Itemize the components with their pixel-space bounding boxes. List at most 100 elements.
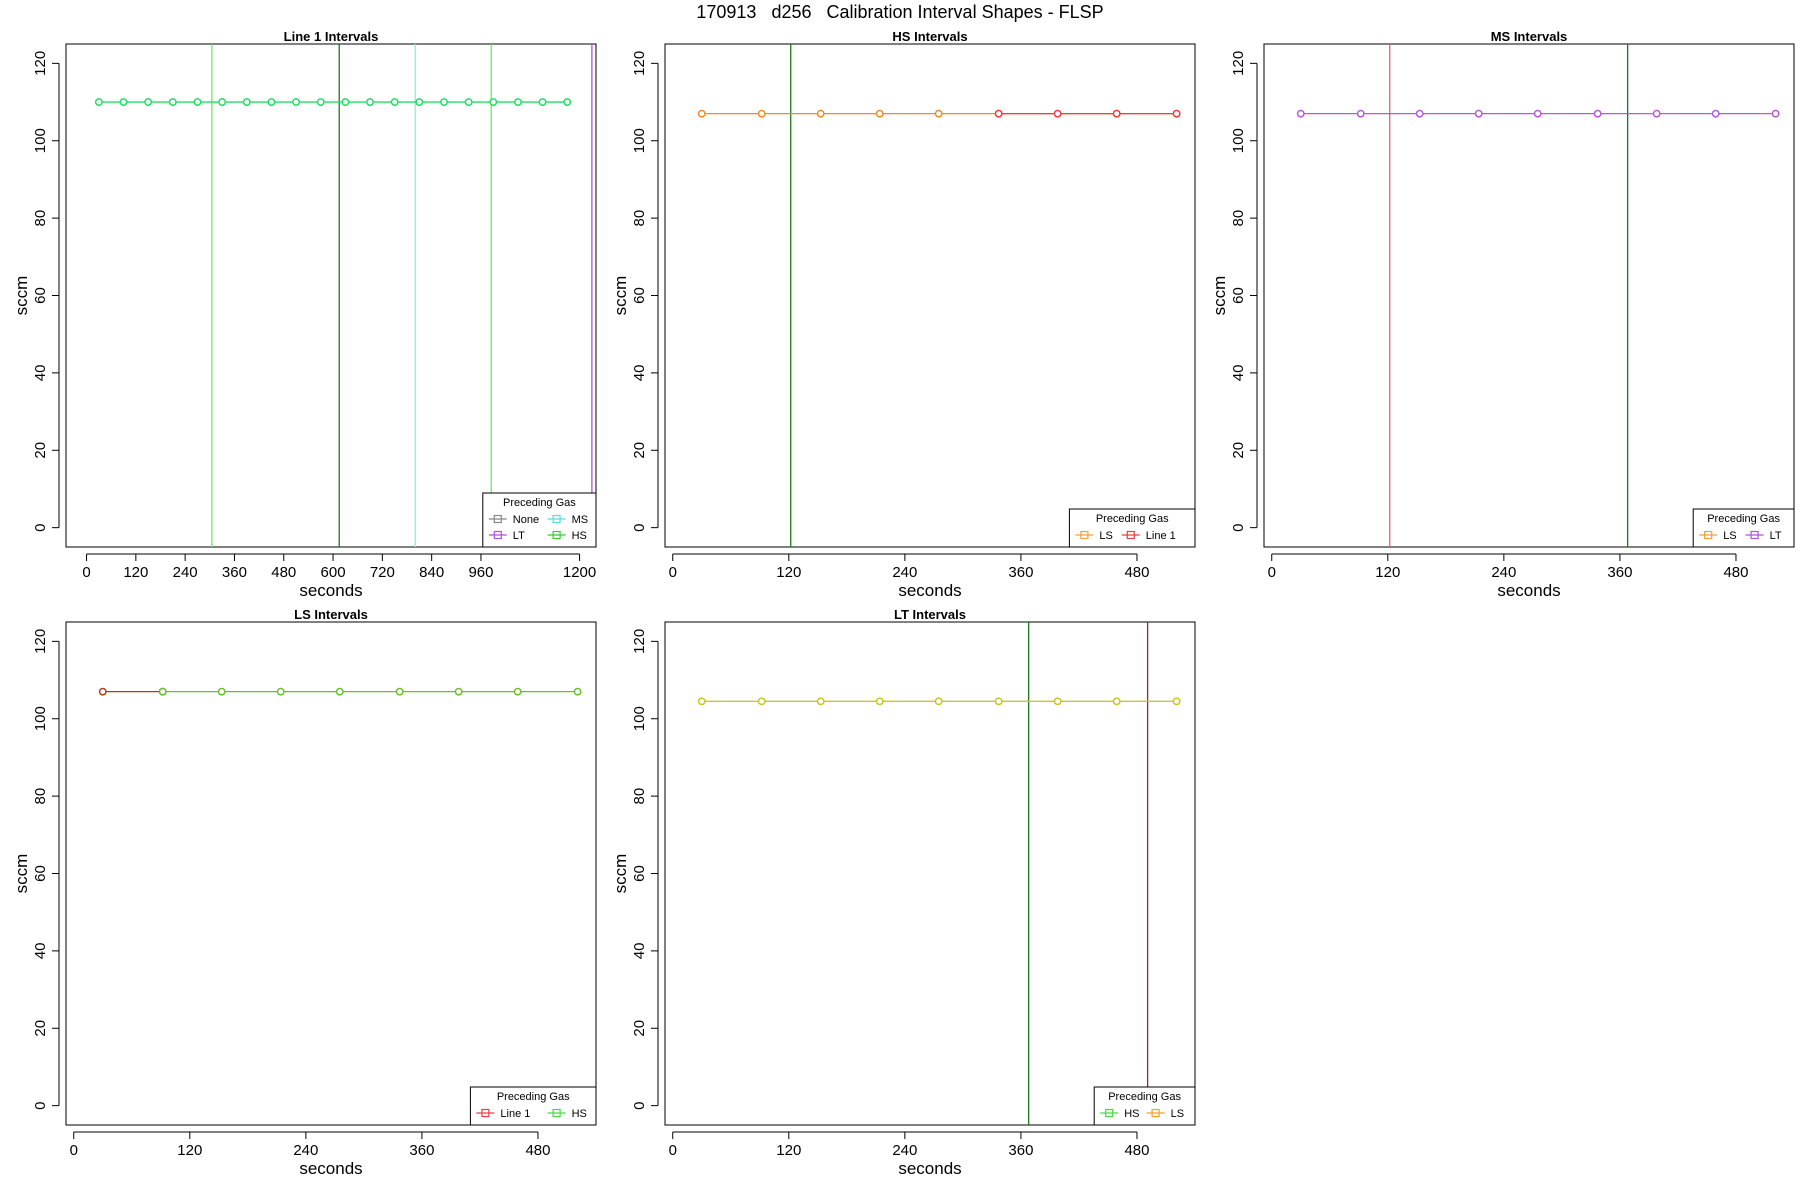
series-hs bbox=[158, 687, 582, 696]
legend-box bbox=[1093, 1086, 1196, 1126]
plot-frame bbox=[65, 43, 597, 548]
data-point bbox=[513, 687, 522, 696]
plot-frame bbox=[664, 621, 1196, 1126]
x-axis-label: seconds bbox=[898, 581, 961, 600]
legend-swatch bbox=[1750, 530, 1759, 540]
data-point bbox=[98, 687, 107, 696]
legend-label: LS bbox=[1171, 1108, 1184, 1120]
legend-swatch bbox=[1105, 1108, 1114, 1118]
y-tick-label: 20 bbox=[631, 442, 648, 459]
x-tick-label: 0 bbox=[70, 1142, 78, 1159]
data-point bbox=[217, 687, 226, 696]
data-point bbox=[1172, 697, 1181, 706]
legend-label: None bbox=[513, 514, 539, 526]
data-point bbox=[1112, 697, 1121, 706]
legend-label: HS bbox=[572, 530, 587, 542]
y-tick-label: 80 bbox=[631, 210, 648, 227]
legend-swatch bbox=[1126, 530, 1135, 540]
legend-label: HS bbox=[572, 1108, 587, 1120]
legend-swatch bbox=[493, 530, 502, 540]
legend-label: LT bbox=[1770, 530, 1782, 542]
legend-swatch bbox=[1704, 530, 1713, 540]
data-point bbox=[1415, 109, 1424, 118]
legend-swatch bbox=[552, 1108, 561, 1118]
legend: Preceding Gas Line 1 HS bbox=[469, 1086, 597, 1126]
legend-box bbox=[1068, 508, 1196, 548]
y-tick-label: 80 bbox=[32, 210, 49, 227]
x-tick-label: 600 bbox=[321, 564, 346, 581]
data-point bbox=[573, 687, 582, 696]
x-tick-label: 240 bbox=[1491, 564, 1516, 581]
data-point bbox=[390, 98, 399, 106]
data-point bbox=[1652, 109, 1661, 118]
x-axis-label: seconds bbox=[898, 1159, 961, 1178]
y-axis: 0 20 40 60 80 100 120 bbox=[631, 629, 659, 1110]
plot-area bbox=[697, 44, 1181, 547]
data-point bbox=[341, 98, 350, 106]
data-point bbox=[489, 98, 498, 106]
x-tick-label: 0 bbox=[82, 564, 90, 581]
legend-title: Preceding Gas bbox=[1707, 513, 1780, 525]
x-tick-label: 840 bbox=[419, 564, 444, 581]
data-point bbox=[1053, 109, 1062, 118]
x-tick-label: 120 bbox=[123, 564, 148, 581]
x-tick-label: 120 bbox=[1375, 564, 1400, 581]
x-tick-label: 720 bbox=[370, 564, 395, 581]
data-point bbox=[454, 687, 463, 696]
x-axis-label: seconds bbox=[299, 1159, 362, 1178]
legend-swatch bbox=[493, 514, 502, 524]
x-tick-label: 360 bbox=[1008, 564, 1033, 581]
y-tick-label: 60 bbox=[1230, 287, 1247, 304]
y-tick-label: 60 bbox=[32, 865, 49, 882]
legend: Preceding Gas HS LS bbox=[1093, 1086, 1196, 1126]
y-tick-label: 0 bbox=[1230, 523, 1247, 531]
data-point bbox=[276, 687, 285, 696]
data-point bbox=[144, 98, 153, 106]
x-tick-label: 240 bbox=[892, 564, 917, 581]
data-point bbox=[1533, 109, 1542, 118]
data-point bbox=[335, 687, 344, 696]
x-tick-label: 480 bbox=[271, 564, 296, 581]
data-point bbox=[513, 98, 522, 106]
y-tick-label: 20 bbox=[32, 442, 49, 459]
data-point bbox=[366, 98, 374, 106]
y-axis: 0 20 40 60 80 100 120 bbox=[32, 51, 60, 532]
legend-box bbox=[469, 1086, 597, 1126]
x-tick-label: 120 bbox=[177, 1142, 202, 1159]
data-point bbox=[934, 109, 943, 118]
y-tick-label: 0 bbox=[32, 1101, 49, 1109]
y-axis-label: sccm bbox=[12, 854, 31, 894]
y-tick-label: 60 bbox=[32, 287, 49, 304]
data-point bbox=[1356, 109, 1365, 118]
panel-title: MS Intervals bbox=[1491, 29, 1568, 44]
legend-label: LS bbox=[1099, 530, 1112, 542]
y-axis: 0 20 40 60 80 100 120 bbox=[1230, 51, 1258, 532]
legend: Preceding Gas None MS LT HS bbox=[482, 492, 597, 548]
x-tick-label: 240 bbox=[892, 1142, 917, 1159]
x-tick-label: 960 bbox=[468, 564, 493, 581]
series-hs bbox=[94, 98, 572, 106]
x-tick-label: 480 bbox=[1723, 564, 1748, 581]
y-axis-label: sccm bbox=[1210, 276, 1229, 316]
data-point bbox=[242, 98, 251, 106]
data-point bbox=[193, 98, 202, 106]
data-point bbox=[816, 109, 825, 118]
plot-area bbox=[697, 622, 1181, 1125]
data-point bbox=[1172, 109, 1181, 118]
data-point bbox=[316, 98, 325, 106]
data-point bbox=[440, 98, 448, 106]
x-tick-label: 120 bbox=[776, 564, 801, 581]
y-tick-label: 20 bbox=[32, 1020, 49, 1037]
y-tick-label: 40 bbox=[32, 943, 49, 960]
legend-swatch bbox=[481, 1108, 490, 1118]
data-point bbox=[168, 98, 177, 106]
legend-label: LS bbox=[1723, 530, 1736, 542]
panel-lt-intervals: LT Intervals 0 120 240 360 480 seconds 0 20 40 60 8… bbox=[611, 607, 1196, 1178]
data-point bbox=[816, 697, 825, 706]
data-point bbox=[1474, 109, 1483, 118]
y-tick-label: 0 bbox=[631, 523, 648, 531]
data-point bbox=[267, 98, 276, 106]
data-point bbox=[757, 109, 766, 118]
